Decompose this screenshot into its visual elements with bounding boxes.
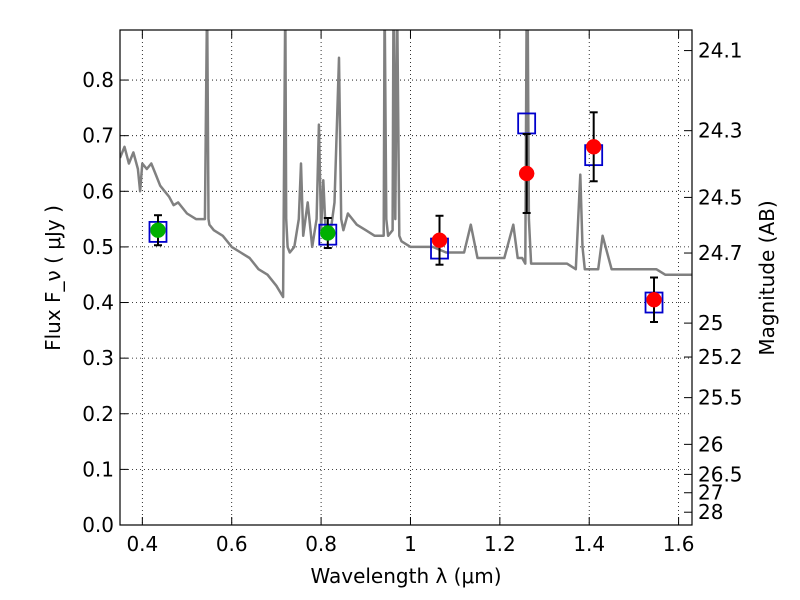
observed-flux-point	[518, 165, 535, 182]
right-tick-label: 25.5	[698, 386, 743, 410]
y-tick-label: 0.5	[82, 235, 114, 259]
y-tick-label: 0.0	[82, 513, 114, 537]
x-tick-label: 1.2	[484, 532, 516, 556]
data-layer	[120, 30, 692, 323]
observed-flux-point	[646, 291, 662, 308]
right-tick-label: 24.7	[698, 241, 743, 265]
plot-frame	[119, 29, 693, 526]
right-tick-label: 24.1	[698, 39, 743, 63]
x-tick-label: 0.4	[126, 532, 158, 556]
model-spectrum-line	[120, 30, 692, 299]
y-tick-label: 0.2	[82, 402, 114, 426]
y-axis-label: Flux F_ν ( μJy )	[41, 205, 65, 351]
right-tick-label: 25	[698, 311, 723, 335]
right-tick-label: 24.5	[698, 185, 743, 209]
x-tick-label: 1	[404, 532, 417, 556]
observed-flux-point	[585, 139, 602, 155]
x-tick-label: 0.8	[305, 532, 337, 556]
y-tick-label: 0.4	[82, 291, 114, 315]
y-tick-label: 0.1	[82, 457, 114, 481]
observed-flux-point	[150, 222, 166, 238]
right-tick-label: 24.3	[698, 119, 743, 143]
x-axis-label: Wavelength λ (μm)	[310, 564, 501, 588]
right-axis-label: Magnitude (AB)	[755, 200, 779, 355]
right-tick-label: 25.2	[698, 345, 743, 369]
ticks: 0.4 0.6 0.8 1 1.2 1.4 1.6 0.0 0.1 0.2 0.3 0.4 0.5 0.6…	[82, 30, 743, 556]
x-tick-label: 1.6	[663, 532, 695, 556]
observed-flux-point	[320, 225, 336, 241]
right-tick-label: 26	[698, 432, 723, 456]
right-tick-label: 26.5	[698, 462, 743, 486]
right-tick-label: 27	[698, 481, 723, 505]
right-tick-label: 28	[698, 500, 723, 524]
y-tick-label: 0.3	[82, 346, 114, 370]
y-tick-label: 0.7	[82, 124, 114, 148]
x-tick-label: 1.4	[573, 532, 605, 556]
observed-flux-point	[431, 232, 448, 248]
y-tick-label: 0.8	[82, 68, 114, 92]
x-tick-label: 0.6	[216, 532, 248, 556]
y-tick-label: 0.6	[82, 179, 114, 203]
